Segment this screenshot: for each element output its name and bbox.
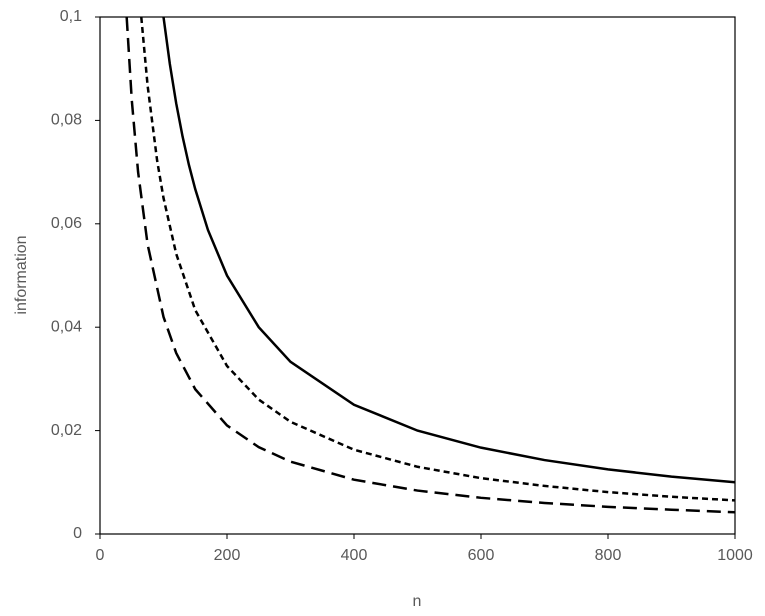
y-tick-label: 0,08 (51, 112, 82, 129)
y-tick-label: 0,1 (60, 8, 82, 25)
x-tick-label: 600 (468, 547, 495, 564)
y-axis-title: information (13, 235, 30, 314)
data-line (125, 17, 735, 514)
y-tick-label: 0,06 (51, 215, 82, 232)
x-axis-title: n (413, 593, 422, 610)
y-tick-label: 0,02 (51, 422, 82, 439)
x-tick-label: 0 (96, 547, 105, 564)
x-tick-label: 800 (595, 547, 622, 564)
y-tick-label: 0 (73, 525, 82, 542)
x-tick-label: 200 (214, 547, 241, 564)
x-tick-label: 1000 (717, 547, 753, 564)
plot-frame (99, 16, 736, 535)
data-line (140, 17, 735, 502)
x-tick-label: 400 (341, 547, 368, 564)
y-tick-label: 0,04 (51, 318, 82, 335)
data-line (162, 17, 735, 484)
